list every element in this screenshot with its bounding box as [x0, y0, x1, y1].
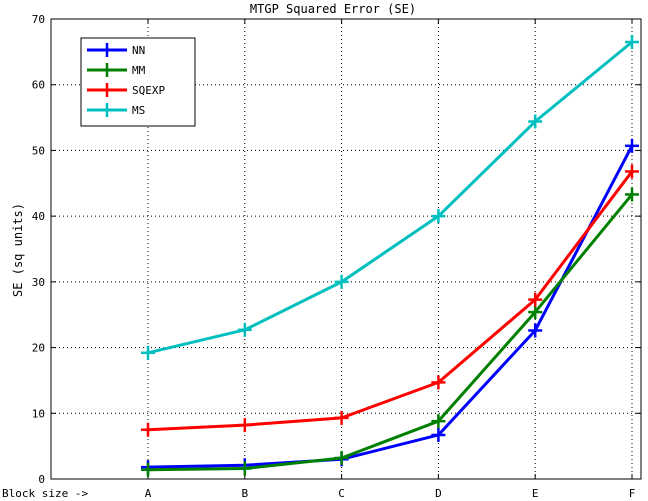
- data-point-sqexp: [237, 418, 252, 433]
- series-line-ms: [147, 40, 633, 355]
- series-line-sqexp: [147, 170, 634, 432]
- legend: NN MM SQEXP MS: [80, 37, 196, 127]
- legend-item-sqexp: SQEXP: [87, 83, 165, 97]
- series-line-mm: [147, 193, 634, 472]
- legend-item-nn: NN: [87, 43, 145, 57]
- data-point-mm: [334, 450, 349, 465]
- data-point-ms: [528, 114, 543, 129]
- x-tick-label: A: [145, 487, 152, 500]
- data-point-sqexp: [528, 292, 543, 307]
- y-tick-label: 40: [32, 210, 45, 223]
- legend-label: MM: [132, 64, 146, 77]
- data-point-nn: [625, 138, 639, 153]
- y-axis-label: SE (sq units): [11, 203, 25, 297]
- data-point-mm: [528, 305, 543, 320]
- x-tick-label: C: [338, 487, 345, 500]
- x-tick-label: E: [532, 487, 539, 500]
- data-point-ms: [625, 35, 639, 49]
- y-tick-label: 0: [38, 473, 45, 486]
- data-point-mm: [237, 461, 252, 476]
- data-point-ms: [431, 209, 446, 224]
- plot-frame: [50, 18, 642, 480]
- data-point-nn: [431, 427, 446, 442]
- x-tick-label: D: [435, 487, 442, 500]
- chart-title: MTGP Squared Error (SE): [250, 2, 416, 16]
- data-point-ms: [141, 345, 155, 360]
- data-point-sqexp: [625, 164, 639, 179]
- data-point-sqexp: [431, 375, 446, 390]
- data-point-sqexp: [334, 410, 349, 425]
- data-point-ms: [334, 274, 349, 289]
- legend-label: NN: [132, 44, 145, 57]
- data-point-nn: [528, 323, 543, 338]
- data-point-mm: [431, 414, 446, 429]
- legend-item-mm: MM: [87, 63, 146, 77]
- y-tick-label: 50: [32, 144, 45, 157]
- plot-area: 0 10 20 30 40 50 60 70 A B C D E F: [32, 13, 642, 500]
- series-line-nn: [147, 145, 634, 469]
- y-tick-label: 60: [32, 79, 45, 92]
- data-point-mm: [625, 187, 639, 202]
- legend-item-ms: MS: [87, 103, 145, 117]
- y-tick-label: 30: [32, 276, 45, 289]
- y-tick-label: 10: [32, 407, 45, 420]
- y-tick-label: 70: [32, 13, 45, 26]
- data-point-ms: [237, 322, 252, 337]
- legend-label: SQEXP: [132, 84, 165, 97]
- x-prefix-label: Block size ->: [2, 487, 88, 500]
- y-tick-label: 20: [32, 342, 45, 355]
- legend-label: MS: [132, 104, 145, 117]
- x-tick-label: B: [241, 487, 248, 500]
- x-tick-label: F: [629, 487, 636, 500]
- data-point-sqexp: [141, 422, 155, 437]
- data-point-mm: [141, 462, 155, 477]
